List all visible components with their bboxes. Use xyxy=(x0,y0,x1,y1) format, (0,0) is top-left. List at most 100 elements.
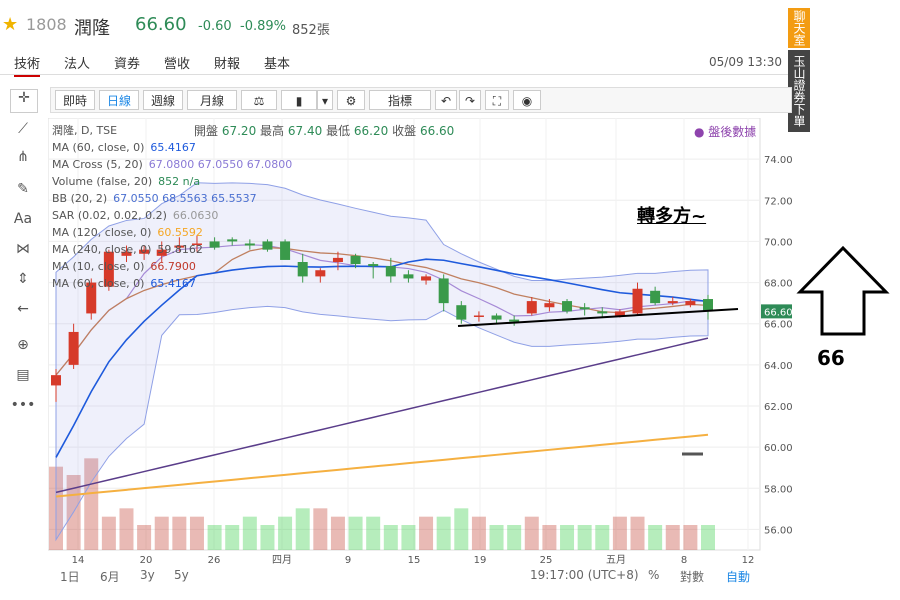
compare-icon[interactable]: ⚖ xyxy=(241,90,277,110)
fullscreen-icon[interactable]: ⛶ xyxy=(485,90,509,110)
volume-bar xyxy=(524,516,539,550)
quote-datetime: 05/09 13:30 xyxy=(709,55,782,69)
candle-body xyxy=(86,282,97,314)
measure-icon[interactable]: ⇕ xyxy=(17,271,29,287)
candle-body xyxy=(438,278,449,304)
redo-icon[interactable]: ↷ xyxy=(459,90,481,110)
x-tick-label: 四月 xyxy=(272,554,292,566)
back-arrow-icon[interactable]: ← xyxy=(17,301,29,317)
range-6m[interactable]: 6月 xyxy=(100,570,120,584)
volume-bar xyxy=(471,516,486,550)
candle-body xyxy=(650,290,661,304)
legend-bb-value: 67.0550 68.5563 65.5537 xyxy=(113,192,257,205)
candle-body xyxy=(227,239,238,242)
trendline-icon[interactable]: ⟋ xyxy=(18,121,28,137)
price-chart[interactable]: 56.00 58.00 60.00 62.00 64.00 66.00 68.00 70.00… xyxy=(48,118,792,566)
range-3y[interactable]: 3y xyxy=(140,568,155,582)
stock-header: ★ 1808 潤隆 66.60 -0.60 -0.89% 852張 xyxy=(0,0,790,48)
close-value: 66.60 xyxy=(419,124,455,138)
volume-bar xyxy=(348,516,363,550)
close-label: 收盤 xyxy=(392,124,417,138)
y-tick-label: 58.00 xyxy=(764,484,792,495)
candle-body xyxy=(103,251,114,287)
legend-volume-value: 852 n/a xyxy=(158,175,201,188)
undo-icon[interactable]: ↶ xyxy=(435,90,457,110)
volume-bar xyxy=(436,516,451,550)
after-hours-label: 盤後數據 xyxy=(708,125,757,139)
legend-ma240-value: 59.8162 xyxy=(157,243,203,256)
gear-icon[interactable]: ⚙ xyxy=(337,90,365,110)
up-arrow-annotation xyxy=(796,245,890,336)
volume-bar xyxy=(330,516,345,550)
x-tick-label: 15 xyxy=(408,555,421,566)
candle-body xyxy=(315,270,326,277)
monthly-button[interactable]: 月線 xyxy=(187,90,237,110)
log-toggle[interactable]: 對數 xyxy=(680,570,705,584)
chat-room-button[interactable]: 聊天室 xyxy=(788,8,810,48)
range-1d[interactable]: 1日 xyxy=(60,570,80,584)
legend-volume-label: Volume (false, 20) xyxy=(52,175,153,188)
tab-revenue[interactable]: 營收 xyxy=(164,57,191,72)
zoom-icon[interactable]: ⊕ xyxy=(17,337,29,353)
weekly-button[interactable]: 週線 xyxy=(143,90,183,110)
brush-icon[interactable]: ✎ xyxy=(17,181,29,197)
x-tick-label: 14 xyxy=(72,555,85,566)
low-value: 66.20 xyxy=(353,124,389,138)
volume-bar xyxy=(225,525,240,550)
favorite-star-icon[interactable]: ★ xyxy=(2,14,19,35)
ruler-icon[interactable]: ▤ xyxy=(16,367,30,383)
last-price-label: 66.60 xyxy=(764,307,792,318)
indicators-button[interactable]: 指標 xyxy=(369,90,431,110)
camera-icon[interactable]: ◉ xyxy=(513,90,541,110)
volume-bar xyxy=(401,525,416,550)
stock-code: 1808 xyxy=(26,15,67,34)
candle-body xyxy=(297,262,308,277)
annotation-value: 66 xyxy=(817,346,845,370)
y-tick-label: 72.00 xyxy=(764,196,792,207)
range-5y[interactable]: 5y xyxy=(174,568,189,582)
tab-margin[interactable]: 資券 xyxy=(114,57,141,72)
candle-body xyxy=(509,319,520,322)
tab-financials[interactable]: 財報 xyxy=(214,57,241,72)
volume-bar xyxy=(84,458,99,550)
ohlc-readout: 開盤 67.20 最高 67.40 最低 66.20 收盤 66.60 xyxy=(194,122,454,139)
percent-toggle[interactable]: % xyxy=(648,568,660,582)
pattern-icon[interactable]: ⋈ xyxy=(16,241,30,257)
volume-bar xyxy=(648,525,663,550)
more-icon[interactable]: ••• xyxy=(10,397,36,413)
volume-bar xyxy=(154,516,169,550)
chevron-down-icon[interactable]: ▾ xyxy=(317,90,333,110)
candle-body xyxy=(121,251,132,256)
volume-bar xyxy=(665,525,680,550)
legend-sar-value: 66.0630 xyxy=(172,209,219,222)
crosshair-icon[interactable]: ✛ xyxy=(10,89,38,113)
stock-name: 潤隆 xyxy=(74,18,110,39)
tab-institutional[interactable]: 法人 xyxy=(64,57,91,72)
candle-body xyxy=(491,315,502,320)
candle-body xyxy=(421,276,432,281)
candle-body xyxy=(332,257,343,262)
tab-technical[interactable]: 技術 xyxy=(14,53,41,77)
legend-ma60b-label: MA (60, close, 0) xyxy=(52,277,145,290)
candle-style-icon[interactable]: ▮ xyxy=(281,90,317,110)
ma10-line xyxy=(55,246,709,376)
tab-basic[interactable]: 基本 xyxy=(264,57,291,72)
auto-toggle[interactable]: 自動 xyxy=(726,570,751,584)
x-tick-label: 26 xyxy=(208,555,221,566)
intraday-button[interactable]: 即時 xyxy=(55,90,95,110)
candle-body xyxy=(562,301,573,312)
text-tool-icon[interactable]: Aa xyxy=(13,211,33,227)
volume-bar xyxy=(612,516,627,550)
candle-body xyxy=(703,299,713,312)
high-value: 67.40 xyxy=(287,124,323,138)
clock-readout: 19:17:00 (UTC+8) xyxy=(530,568,639,582)
broker-order-button[interactable]: 玉山證券下單 xyxy=(788,50,810,132)
candle-body xyxy=(632,288,643,314)
volume-bar xyxy=(542,525,557,550)
volume-bar xyxy=(577,525,592,550)
fib-icon[interactable]: ⋔ xyxy=(17,149,29,165)
ma120-line xyxy=(55,433,709,498)
daily-button[interactable]: 日線 xyxy=(99,90,139,110)
after-hours-link[interactable]: ● 盤後數據 xyxy=(694,125,757,139)
volume-bar xyxy=(454,508,469,550)
